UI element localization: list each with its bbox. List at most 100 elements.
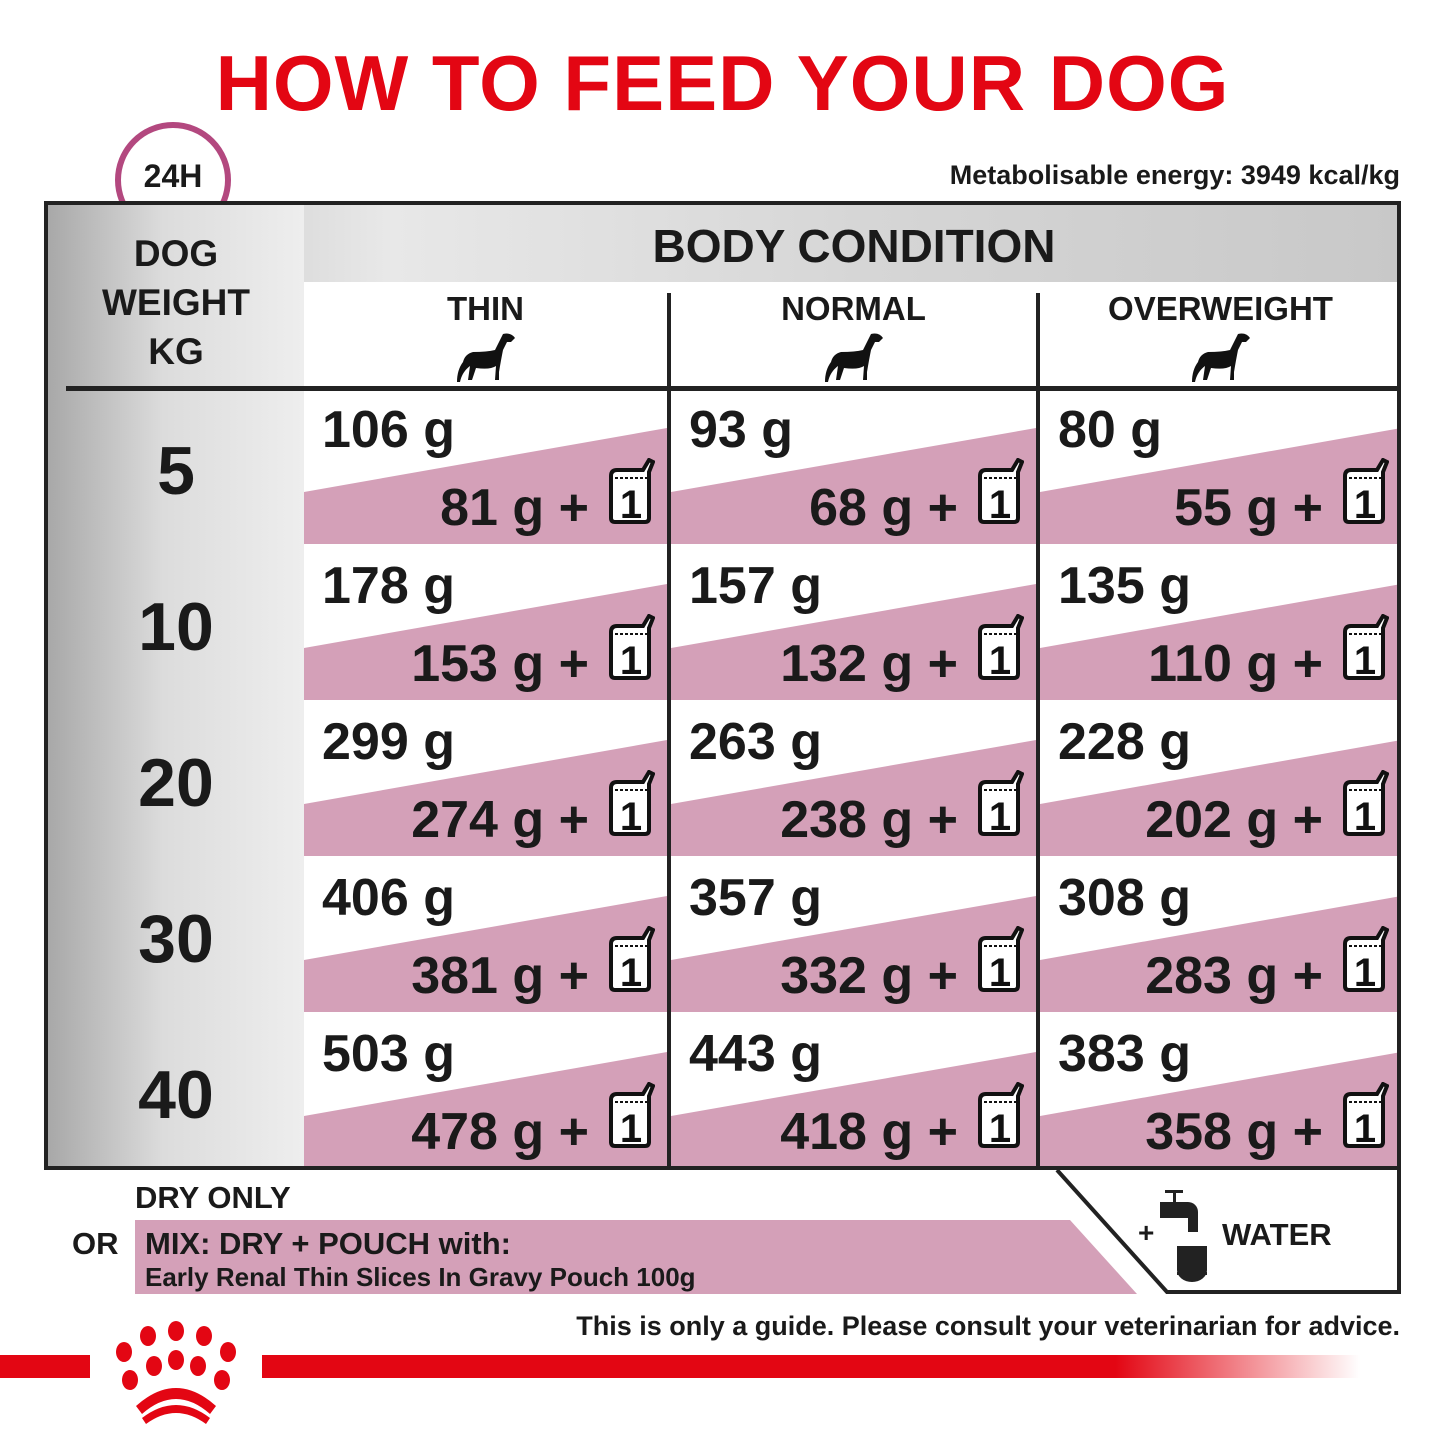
svg-text:1: 1 — [989, 639, 1011, 683]
water-plus: + — [1138, 1217, 1155, 1248]
feeding-cell: 443 g 418 g + 1 — [671, 1014, 1036, 1166]
mix-amount: 81 g + — [440, 479, 589, 537]
feeding-cell: 357 g 332 g + 1 — [671, 858, 1036, 1012]
mix-amount: 478 g + — [411, 1103, 589, 1161]
mix-amount: 381 g + — [411, 947, 589, 1005]
dry-only-amount: 383 g — [1058, 1025, 1191, 1083]
column-divider — [667, 293, 671, 1166]
svg-text:1: 1 — [989, 795, 1011, 839]
svg-text:1: 1 — [620, 639, 642, 683]
weight-column — [48, 205, 304, 1166]
mix-band — [135, 1220, 1137, 1294]
feeding-cell: 135 g 110 g + 1 — [1040, 546, 1397, 700]
svg-text:1: 1 — [620, 483, 642, 527]
mix-area — [304, 896, 667, 1012]
mix-area — [304, 740, 667, 856]
column-label: NORMAL — [781, 290, 926, 327]
dry-only-amount: 228 g — [1058, 713, 1191, 771]
column-divider — [1036, 293, 1040, 1166]
svg-text:1: 1 — [989, 1107, 1011, 1151]
mix-amount: 202 g + — [1145, 791, 1323, 849]
column-label: OVERWEIGHT — [1108, 290, 1333, 327]
svg-text:1: 1 — [1354, 483, 1376, 527]
svg-text:1: 1 — [620, 951, 642, 995]
pouch-icon: 1 — [609, 614, 655, 683]
feeding-cell: 406 g 381 g + 1 — [304, 858, 667, 1012]
dry-only-amount: 443 g — [689, 1025, 822, 1083]
pouch-icon: 1 — [978, 614, 1024, 683]
pouch-icon: 1 — [978, 926, 1024, 995]
pouch-icon: 1 — [1343, 614, 1389, 683]
pouch-icon: 1 — [978, 458, 1024, 527]
header-divider — [66, 386, 1397, 391]
brand-bar — [0, 1355, 1360, 1378]
pouch-icon: 1 — [1343, 1082, 1389, 1151]
mix-amount: 274 g + — [411, 791, 589, 849]
svg-text:1: 1 — [1354, 795, 1376, 839]
weight-10: 10 — [138, 589, 214, 665]
mix-area — [1040, 1052, 1397, 1166]
mix-area — [1040, 428, 1397, 544]
pouch-icon: 1 — [609, 926, 655, 995]
feeding-cell: 93 g 68 g + 1 — [671, 390, 1036, 544]
water-box — [1055, 1168, 1401, 1294]
column-header-thin: THIN — [304, 282, 667, 386]
pouch-icon: 1 — [609, 458, 655, 527]
dry-only-amount: 93 g — [689, 401, 794, 459]
svg-text:1: 1 — [620, 795, 642, 839]
tap-bowl-icon — [1160, 1190, 1207, 1282]
mix-area — [671, 740, 1036, 856]
mix-amount: 418 g + — [780, 1103, 958, 1161]
mix-amount: 110 g + — [1148, 635, 1323, 693]
dry-only-amount: 157 g — [689, 557, 822, 615]
svg-text:1: 1 — [1354, 1107, 1376, 1151]
dry-only-amount: 178 g — [322, 557, 455, 615]
pouch-product: Early Renal Thin Slices In Gravy Pouch 1… — [145, 1262, 696, 1292]
feeding-cell: 228 g 202 g + 1 — [1040, 702, 1397, 856]
dry-only-amount: 308 g — [1058, 869, 1191, 927]
dry-only-amount: 106 g — [322, 401, 455, 459]
weight-5: 5 — [157, 433, 195, 509]
dry-only-amount: 406 g — [322, 869, 455, 927]
weight-20: 20 — [138, 745, 214, 821]
column-header-overweight: OVERWEIGHT — [1040, 282, 1397, 386]
mix-area — [671, 1052, 1036, 1166]
mix-amount: 132 g + — [780, 635, 958, 693]
clock-label: 24H — [143, 158, 203, 194]
body-condition-header: BODY CONDITION — [652, 220, 1056, 272]
feeding-cell: 383 g 358 g + 1 — [1040, 1014, 1397, 1166]
pouch-icon: 1 — [978, 1082, 1024, 1151]
mix-area — [671, 896, 1036, 1012]
feeding-cell: 178 g 153 g + 1 — [304, 546, 667, 700]
feeding-cell: 263 g 238 g + 1 — [671, 702, 1036, 856]
water-label: WATER — [1222, 1217, 1332, 1252]
feeding-cell: 80 g 55 g + 1 — [1040, 390, 1397, 544]
pouch-icon: 1 — [609, 770, 655, 839]
mix-amount: 55 g + — [1174, 479, 1323, 537]
mix-amount: 68 g + — [809, 479, 958, 537]
feeding-cell: 299 g 274 g + 1 — [304, 702, 667, 856]
mix-label: MIX: DRY + POUCH with: — [145, 1226, 511, 1261]
svg-text:1: 1 — [1354, 639, 1376, 683]
mix-area — [1040, 896, 1397, 1012]
pouch-icon: 1 — [1343, 458, 1389, 527]
pouch-icon: 1 — [609, 1082, 655, 1151]
dry-only-label: DRY ONLY — [135, 1180, 291, 1215]
mix-amount: 283 g + — [1145, 947, 1323, 1005]
feeding-table: DOG WEIGHT KG BODY CONDITION THIN NORMAL O… — [44, 201, 1401, 1170]
svg-text:1: 1 — [1354, 951, 1376, 995]
pouch-icon: 1 — [1343, 926, 1389, 995]
weight-40: 40 — [138, 1057, 214, 1133]
dry-only-amount: 263 g — [689, 713, 822, 771]
mix-area — [671, 584, 1036, 700]
pouch-icon: 1 — [1343, 770, 1389, 839]
feeding-cell: 106 g 81 g + 1 — [304, 390, 667, 544]
svg-text:1: 1 — [620, 1107, 642, 1151]
dry-only-amount: 299 g — [322, 713, 455, 771]
feeding-cell: 157 g 132 g + 1 — [671, 546, 1036, 700]
page-title: HOW TO FEED YOUR DOG — [215, 39, 1230, 127]
mix-area — [304, 584, 667, 700]
weight-header: DOG WEIGHT KG — [102, 233, 250, 372]
mix-amount: 358 g + — [1145, 1103, 1323, 1161]
weight-30: 30 — [138, 901, 214, 977]
